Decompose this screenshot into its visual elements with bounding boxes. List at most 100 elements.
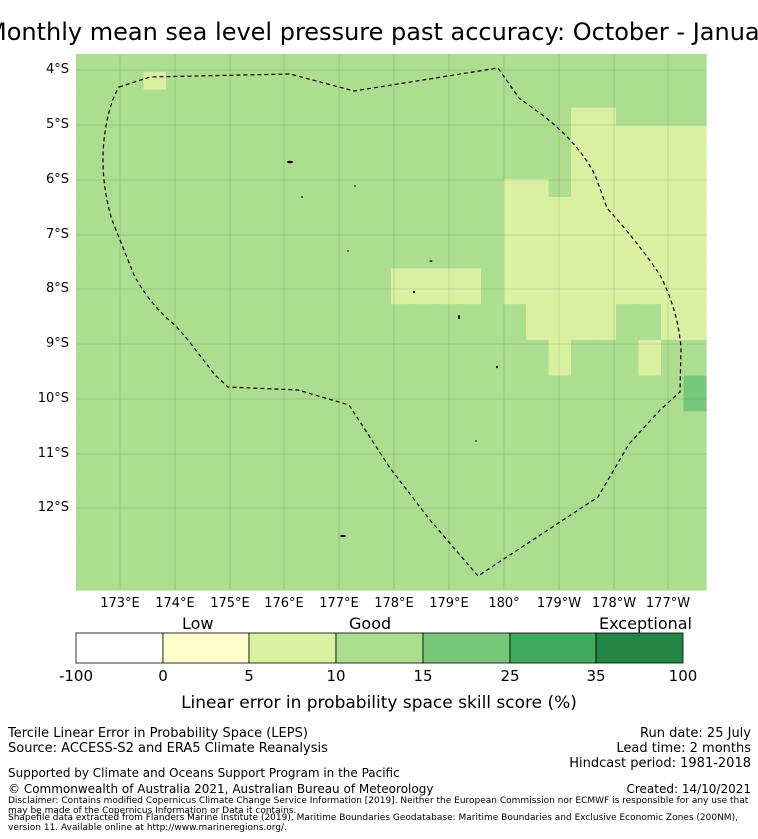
grid-cell: [368, 429, 392, 448]
grid-cell: [368, 161, 392, 180]
grid-cell: [188, 339, 212, 359]
grid-cell: [616, 554, 640, 573]
grid-cell: [638, 447, 662, 466]
grid-cell: [98, 339, 122, 359]
grid-cell: [278, 214, 302, 234]
grid-cell: [143, 393, 167, 412]
grid-cell: [593, 250, 617, 269]
grid-cell: [458, 482, 482, 502]
grid-cell: [593, 196, 617, 216]
grid-cell: [548, 54, 572, 73]
grid-cell: [121, 375, 145, 395]
grid-cell: [301, 375, 325, 395]
grid-cell: [436, 411, 460, 430]
lon-label: 177°W: [645, 596, 691, 611]
grid-cell: [211, 572, 235, 591]
grid-cell: [526, 411, 550, 430]
grid-cell: [436, 375, 460, 395]
grid-cell: [346, 393, 370, 412]
grid-cell: [368, 572, 392, 591]
grid-cell: [121, 89, 145, 109]
grid-cell: [233, 518, 257, 537]
grid-cell: [143, 143, 167, 162]
grid-cell: [188, 286, 212, 305]
grid-cell: [503, 250, 527, 269]
grid-cell: [346, 143, 370, 162]
grid-cell: [481, 250, 505, 269]
grid-cell: [391, 393, 415, 412]
grid-cell: [571, 464, 595, 484]
grid-cell: [436, 286, 460, 305]
grid-cell: [638, 482, 662, 502]
grid-cell: [346, 411, 370, 430]
grid-cell: [143, 500, 167, 520]
grid-cell: [683, 554, 707, 573]
grid-cell: [76, 429, 100, 448]
grid-cell: [368, 393, 392, 412]
grid-cell: [256, 464, 280, 484]
grid-cell: [346, 482, 370, 502]
grid-cell: [368, 89, 392, 109]
grid-cell: [548, 161, 572, 180]
island: [354, 185, 356, 187]
grid-cell: [526, 304, 550, 323]
grid-cell: [233, 268, 257, 287]
grid-cell: [638, 464, 662, 484]
grid-cell: [616, 250, 640, 269]
grid-cell: [143, 322, 167, 341]
lat-label: 11°S: [37, 446, 69, 461]
grid-cell: [638, 54, 662, 73]
grid-cell: [458, 322, 482, 341]
grid-cell: [458, 214, 482, 234]
grid-cell: [593, 179, 617, 198]
grid-cell: [436, 447, 460, 466]
grid-cell: [413, 572, 437, 591]
grid-cell: [503, 286, 527, 305]
grid-cell: [256, 482, 280, 502]
grid-cell: [503, 500, 527, 520]
grid-cell: [481, 572, 505, 591]
grid-cell: [143, 286, 167, 305]
grid-cell: [413, 196, 437, 216]
grid-cell: [458, 536, 482, 555]
grid-cell: [661, 250, 685, 269]
grid-cell: [301, 447, 325, 466]
grid-cell: [76, 268, 100, 287]
grid-cell: [683, 71, 707, 91]
grid-cell: [616, 447, 640, 466]
grid-cell: [368, 411, 392, 430]
grid-cell: [683, 125, 707, 144]
grid-cell: [571, 232, 595, 252]
grid-cell: [436, 429, 460, 448]
grid-cell: [391, 71, 415, 91]
grid-cell: [391, 518, 415, 537]
grid-cell: [346, 572, 370, 591]
grid-cell: [233, 554, 257, 573]
grid-cell: [121, 572, 145, 591]
grid-cell: [458, 268, 482, 287]
grid-cell: [211, 179, 235, 198]
map-title: Monthly mean sea level pressure past acc…: [0, 18, 758, 46]
grid-cell: [526, 161, 550, 180]
grid-cell: [98, 500, 122, 520]
grid-cell: [571, 536, 595, 555]
grid-cell: [301, 393, 325, 412]
cb-category-low: Low: [182, 614, 214, 633]
grid-cell: [661, 536, 685, 555]
grid-cell: [143, 554, 167, 573]
grid-cell: [256, 54, 280, 73]
grid-cell: [323, 54, 347, 73]
grid-cell: [278, 143, 302, 162]
grid-cell: [616, 304, 640, 323]
grid-cell: [661, 304, 685, 323]
grid-cell: [593, 161, 617, 180]
lat-label: 10°S: [37, 391, 69, 406]
grid-cell: [323, 107, 347, 127]
grid-cell: [346, 250, 370, 269]
grid-cell: [526, 322, 550, 341]
grid-cell: [683, 250, 707, 269]
grid-cell: [76, 214, 100, 234]
grid-cell: [76, 304, 100, 323]
grid-cell: [166, 464, 190, 484]
grid-cell: [391, 357, 415, 377]
